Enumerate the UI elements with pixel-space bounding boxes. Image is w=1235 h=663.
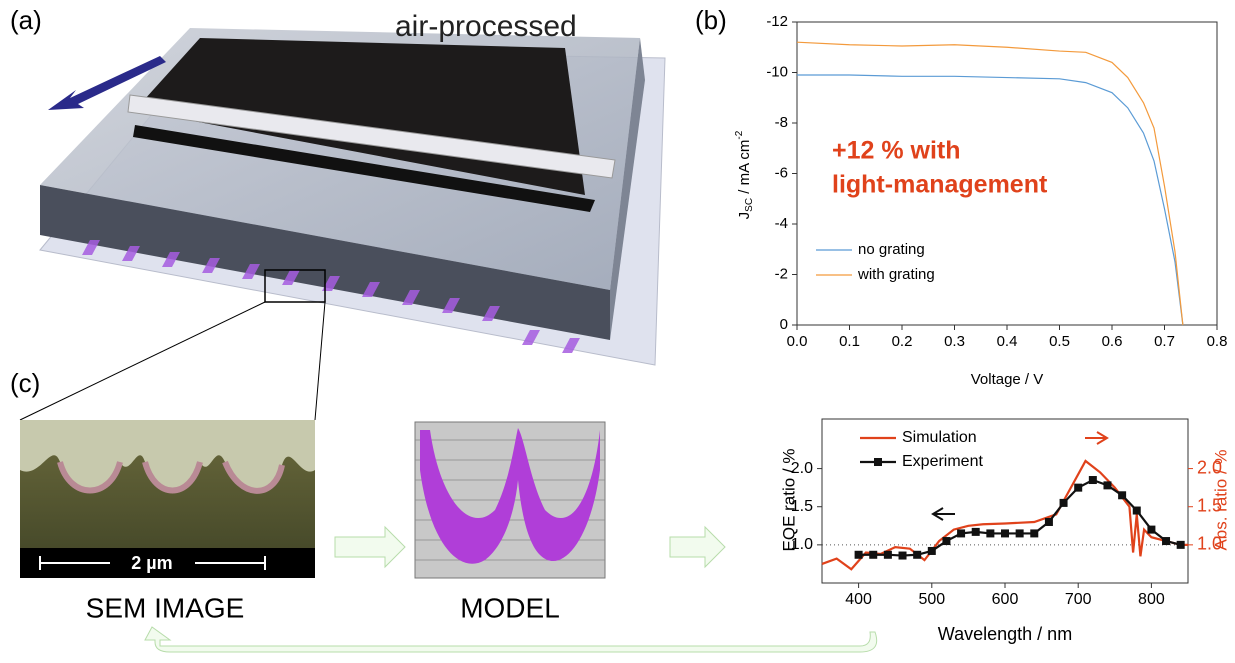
data-point (1044, 517, 1053, 526)
y-tick-label: -12 (766, 13, 788, 30)
panel-label: (a) (10, 5, 42, 35)
model-image (414, 421, 606, 579)
legend-marker (874, 458, 882, 466)
x-tick-label: 600 (992, 591, 1019, 608)
data-point (869, 550, 878, 559)
process-label: air-processed (395, 10, 577, 43)
data-point (957, 529, 966, 538)
data-point (1132, 506, 1141, 515)
x-tick-label: 500 (918, 591, 945, 608)
y2-tick-label: 2.0 (1197, 457, 1222, 477)
data-point (1176, 540, 1185, 549)
y2-tick-label: 1.0 (1197, 534, 1222, 554)
flow-arrow (669, 525, 726, 569)
y-tick-label: -10 (766, 63, 788, 80)
model-label: MODEL (460, 592, 560, 623)
x-axis-label: Wavelength / nm (938, 624, 1072, 644)
zoom-line (19, 301, 266, 421)
data-point (1162, 537, 1171, 546)
y-tick-label: -4 (775, 215, 788, 232)
data-point (971, 527, 980, 536)
data-point (883, 550, 892, 559)
x-tick-label: 0.5 (1049, 333, 1070, 350)
y-label-rest: / mA cm (736, 140, 753, 198)
data-point (927, 546, 936, 555)
legend-label: Experiment (902, 453, 983, 470)
y-tick-label: 1.5 (791, 498, 813, 515)
y-tick-label: 2.0 (791, 460, 813, 477)
y-tick-label: 0 (780, 316, 788, 333)
x-tick-label: 0.3 (944, 333, 965, 350)
y-tick-label: -6 (775, 164, 788, 181)
zoom-box (264, 269, 326, 303)
data-point (913, 550, 922, 559)
y-tick-label: -8 (775, 114, 788, 131)
front-face (40, 185, 610, 340)
x-tick-label: 0.4 (997, 333, 1018, 350)
legend-label: no grating (858, 241, 925, 258)
x-axis-label: Voltage / V (971, 371, 1044, 388)
annotation: light-management (832, 171, 1048, 199)
y-label-sub: SC (744, 198, 755, 212)
data-point (1015, 529, 1024, 538)
blade (127, 94, 616, 179)
x-tick-label: 0.6 (1102, 333, 1123, 350)
y-axis-label: JSC / mA cm-2 (734, 130, 755, 219)
flow-arrow (334, 525, 406, 569)
scale-bar-label: 2 µm (131, 553, 172, 573)
direction-arrow (48, 56, 166, 110)
y-label-main: J (736, 212, 753, 220)
y2-axis-label: Abs. ratio / % (1211, 449, 1230, 550)
data-point (854, 550, 863, 559)
data-point (1103, 481, 1112, 490)
y-tick-label: -2 (775, 265, 788, 282)
series-line (796, 41, 1184, 326)
x-tick-label: 0.0 (787, 333, 808, 350)
data-point (1088, 476, 1097, 485)
data-point (1059, 498, 1068, 507)
data-point (1147, 525, 1156, 534)
panel-label: (b) (695, 5, 727, 35)
data-point (986, 529, 995, 538)
blade-edge (133, 125, 595, 212)
device-illustration (19, 28, 666, 421)
legend-label: Simulation (902, 429, 977, 446)
y-tick-label: 1.0 (791, 536, 813, 553)
data-point (898, 551, 907, 560)
side-face (610, 38, 645, 340)
x-tick-label: 0.1 (839, 333, 860, 350)
axis-pointer (931, 507, 955, 521)
data-point (1074, 483, 1083, 492)
x-tick-label: 800 (1138, 591, 1165, 608)
data-point (1030, 529, 1039, 538)
sem-label: SEM IMAGE (86, 592, 245, 623)
x-tick-label: 0.2 (892, 333, 913, 350)
y-label-sup: -2 (734, 130, 745, 139)
y2-tick-label: 1.5 (1197, 495, 1222, 515)
x-tick-label: 400 (845, 591, 872, 608)
feedback-arrow (144, 626, 878, 653)
grating (82, 240, 580, 353)
zoom-line (314, 301, 326, 421)
y-axis-label: EQE ratio / % (779, 449, 798, 552)
x-tick-label: 0.7 (1154, 333, 1175, 350)
data-point (942, 537, 951, 546)
axis-pointer (1085, 431, 1109, 445)
legend-label: with grating (857, 266, 935, 283)
panel-label: (c) (10, 368, 40, 398)
series-line (797, 74, 1184, 326)
data-point (1118, 491, 1127, 500)
annotation: +12 % with (832, 137, 961, 165)
data-point (1001, 529, 1009, 538)
sem-image (20, 420, 315, 578)
x-tick-label: 700 (1065, 591, 1092, 608)
x-tick-label: 0.8 (1207, 333, 1228, 350)
